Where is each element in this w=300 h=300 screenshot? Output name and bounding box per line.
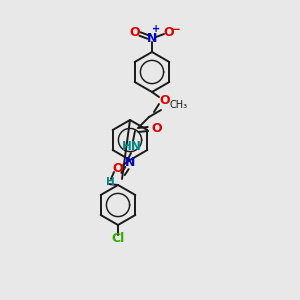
Text: O: O	[113, 161, 123, 175]
Text: −: −	[171, 22, 181, 35]
Text: CH₃: CH₃	[170, 100, 188, 110]
Text: O: O	[152, 122, 162, 136]
Text: +: +	[152, 24, 160, 34]
Text: N: N	[147, 32, 157, 44]
Text: O: O	[164, 26, 174, 40]
Text: HN: HN	[122, 140, 142, 154]
Text: Cl: Cl	[111, 232, 124, 245]
Text: N: N	[125, 157, 135, 169]
Text: O: O	[130, 26, 140, 40]
Text: H: H	[106, 177, 114, 187]
Text: O: O	[160, 94, 170, 107]
